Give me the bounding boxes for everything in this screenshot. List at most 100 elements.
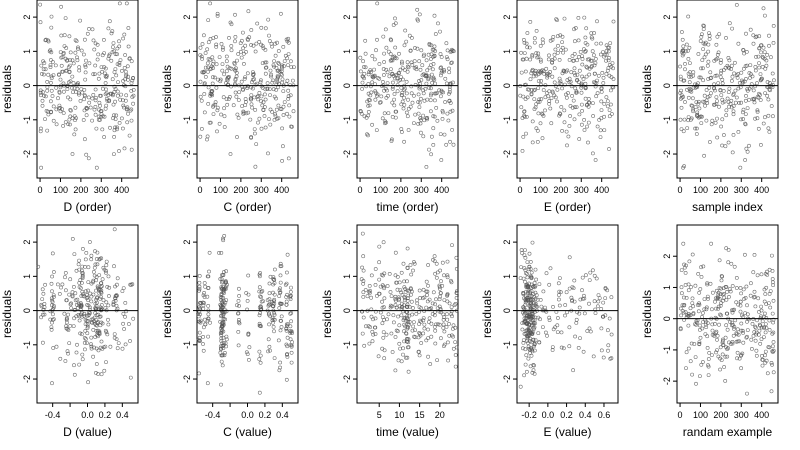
data-point [737,339,742,344]
data-point [599,326,604,331]
data-point [75,55,79,60]
data-points [358,1,456,169]
data-point [603,313,608,318]
data-point [743,121,748,126]
data-point [53,63,58,68]
plot-frame [516,0,619,179]
data-point [445,57,450,62]
data-point [110,29,115,34]
data-point [771,344,775,349]
data-point [87,100,92,105]
data-point [214,62,219,67]
data-point [89,346,94,351]
data-point [102,368,107,373]
data-point [528,19,533,24]
data-point [453,325,458,330]
data-point [75,306,80,310]
data-point [101,86,105,91]
data-point [107,294,111,298]
data-point [104,270,108,275]
data-point [581,77,586,81]
data-point [561,50,566,55]
data-point [222,72,227,77]
plot-frame [356,0,459,179]
data-point [705,95,710,100]
data-point [279,301,284,306]
data-point [226,76,231,80]
data-point [70,152,75,156]
data-point [555,330,560,335]
y-tick-label: 1 [502,49,512,54]
y-tick-label: -1 [502,116,512,124]
data-point [277,294,282,299]
data-point [584,103,589,108]
data-point [70,86,74,90]
data-point [201,348,206,353]
data-point [200,57,205,61]
data-point [724,113,729,118]
x-tick-label: 15 [415,410,425,420]
data-point [564,69,568,74]
data-point [202,290,207,295]
data-point [99,295,104,299]
data-point [257,91,262,95]
data-point [710,118,715,123]
data-point [596,299,601,304]
data-point [69,108,73,113]
data-point [441,69,446,74]
x-axis-label: time (value) [376,425,439,439]
data-point [576,55,581,59]
data-point [224,97,229,102]
data-point [557,58,562,62]
data-point [438,294,443,299]
data-point [606,58,611,63]
data-point [530,53,535,57]
data-point [386,111,391,116]
data-point [359,111,364,116]
data-point [450,314,454,319]
data-point [450,127,455,132]
data-point [128,375,133,380]
data-point [417,322,422,327]
data-point [437,322,442,327]
data-point [727,21,732,26]
data-point [268,274,273,279]
data-point [542,71,547,76]
data-point [754,348,759,353]
y-axis-label: residuals [480,290,494,338]
data-point [205,61,210,66]
data-point [771,317,776,322]
data-point [262,114,267,118]
data-point [285,111,289,116]
data-point [233,39,237,44]
data-point [552,56,557,61]
data-point [577,68,582,73]
data-point [715,333,720,338]
x-tick-label: 0 [518,185,523,195]
data-point [222,287,227,291]
data-point [67,292,72,297]
data-point [225,75,230,80]
data-point [594,276,599,281]
data-point [741,330,746,335]
data-point [222,341,227,346]
data-point [599,90,604,94]
data-point [94,126,99,131]
data-point [704,307,709,312]
data-point [422,326,427,331]
data-point [118,58,123,63]
data-point [734,73,739,78]
data-point [38,20,43,25]
data-point [280,80,285,85]
data-point [222,106,227,111]
data-point [744,94,748,98]
data-point [574,317,579,322]
data-point [703,42,707,47]
data-point [576,345,581,350]
data-point [444,55,449,60]
data-point [91,93,96,97]
data-point [221,312,226,316]
data-point [80,352,85,357]
data-point [393,368,398,373]
